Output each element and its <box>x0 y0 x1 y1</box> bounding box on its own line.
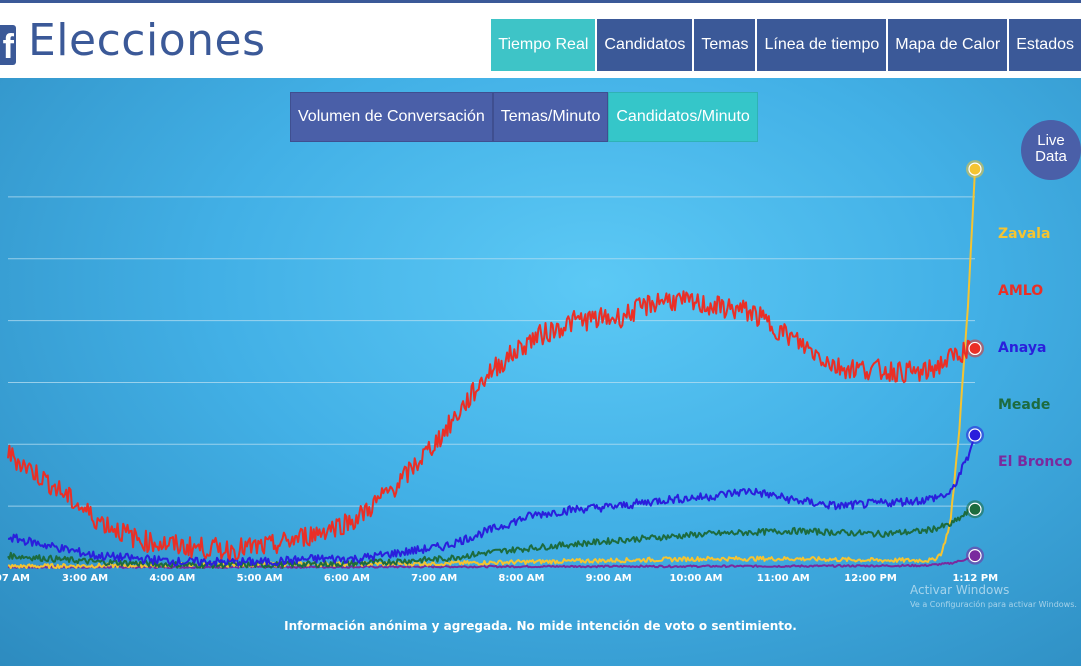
tab-mapa-de-calor[interactable]: Mapa de Calor <box>886 19 1008 71</box>
subtab-temas-minuto[interactable]: Temas/Minuto <box>492 92 609 142</box>
tab-temas[interactable]: Temas <box>692 19 756 71</box>
x-tick-label: 11:00 AM <box>757 573 810 584</box>
live-data-label-line2: Data <box>1035 148 1067 165</box>
x-tick-label: 3:00 AM <box>62 573 108 584</box>
x-tick-label: 4:00 AM <box>149 573 195 584</box>
x-tick-label: 2:07 AM <box>0 573 30 584</box>
top-accent-bar <box>0 0 1081 3</box>
x-tick-label: 10:00 AM <box>669 573 722 584</box>
series-line-el-bronco <box>7 554 976 569</box>
tab-estados[interactable]: Estados <box>1007 19 1081 71</box>
subtab-candidatos-minuto[interactable]: Candidatos/Minuto <box>608 92 758 142</box>
series-endpoint-amlo <box>968 341 982 356</box>
x-tick-label: 9:00 AM <box>586 573 632 584</box>
series-line-amlo <box>7 290 975 561</box>
legend-label-el-bronco: El Bronco <box>998 454 1073 470</box>
chart-view-tabs: Volumen de Conversación Temas/Minuto Can… <box>290 92 758 142</box>
series-endpoint-meade <box>968 502 982 516</box>
legend-label-zavala: Zavala <box>998 226 1050 242</box>
series-endpoint-zavala <box>968 162 982 176</box>
windows-activation-subtitle: Ve a Configuración para activar Windows. <box>910 600 1077 609</box>
legend-label-anaya: Anaya <box>998 340 1046 356</box>
header: f Elecciones Tiempo Real Candidatos Tema… <box>0 3 1081 75</box>
x-tick-label: 8:00 AM <box>498 573 544 584</box>
legend-label-amlo: AMLO <box>998 283 1043 299</box>
x-tick-label: 5:00 AM <box>237 573 283 584</box>
live-data-button[interactable]: Live Data <box>1021 120 1081 180</box>
windows-activation-title: Activar Windows <box>910 583 1010 597</box>
x-tick-label: 12:00 PM <box>844 573 897 584</box>
series-line-anaya <box>7 434 976 567</box>
legend-label-meade: Meade <box>998 397 1050 413</box>
x-tick-label: 1:12 PM <box>952 573 998 584</box>
tab-tiempo-real[interactable]: Tiempo Real <box>491 19 596 71</box>
candidates-per-minute-chart: 2:07 AM 3:00 AM 4:00 AM 5:00 AM 6:00 AM 7:00 … <box>0 160 1073 584</box>
live-data-label-line1: Live <box>1037 132 1065 149</box>
main-nav: Tiempo Real Candidatos Temas Línea de ti… <box>491 19 1081 71</box>
tab-candidatos[interactable]: Candidatos <box>595 19 693 71</box>
series-endpoint-anaya <box>968 428 982 442</box>
tab-linea-de-tiempo[interactable]: Línea de tiempo <box>755 19 887 71</box>
facebook-logo-icon[interactable]: f <box>0 25 16 65</box>
series-endpoint-el-bronco <box>968 549 982 563</box>
subtab-volumen-de-conversacion[interactable]: Volumen de Conversación <box>290 92 493 142</box>
disclaimer-text: Información anónima y agregada. No mide … <box>284 619 797 633</box>
x-tick-label: 6:00 AM <box>324 573 370 584</box>
chart-panel: Volumen de Conversación Temas/Minuto Can… <box>0 78 1081 666</box>
app-title: Elecciones <box>28 15 266 66</box>
x-tick-label: 7:00 AM <box>411 573 457 584</box>
series-line-meade <box>7 508 976 569</box>
